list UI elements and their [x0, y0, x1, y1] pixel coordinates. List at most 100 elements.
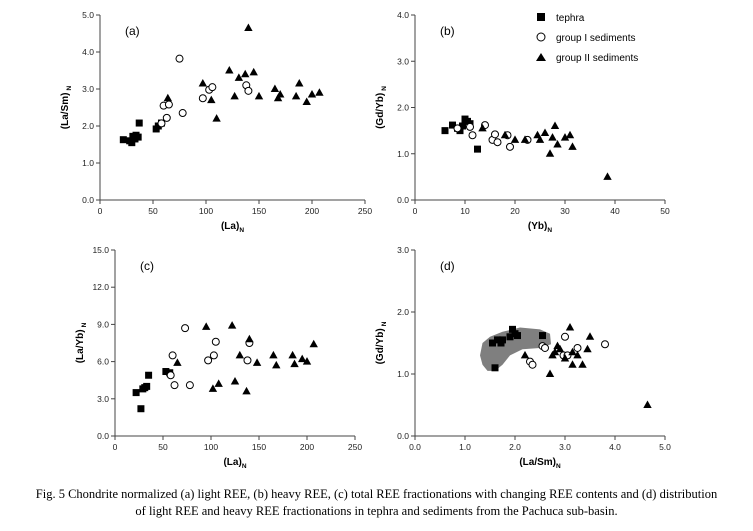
x-tick-label: 100	[204, 442, 218, 452]
group1-point	[185, 381, 194, 390]
figure-caption: Fig. 5 Chondrite normalized (a) light RE…	[0, 486, 753, 520]
y-axis-label: (La/Yb)N	[75, 322, 88, 363]
panel-label: (a)	[125, 24, 140, 38]
y-tick-label: 9.0	[97, 319, 109, 329]
group2-point	[249, 67, 258, 76]
y-tick-label: 2.0	[397, 307, 409, 317]
group1-point	[561, 332, 569, 341]
group1-point	[170, 381, 179, 390]
y-tick-label: 0.0	[82, 195, 94, 205]
group2-point	[302, 357, 312, 365]
group1-point	[506, 142, 514, 151]
group2-point	[553, 140, 562, 148]
tephra-point	[491, 364, 499, 372]
x-tick-label: 3.0	[559, 442, 571, 452]
group1-point	[244, 86, 253, 95]
x-tick-label: 20	[510, 206, 520, 216]
x-axis-label: (La)N	[221, 221, 244, 234]
group1-point	[208, 83, 217, 92]
y-tick-label: 1.0	[82, 158, 94, 168]
group1-point	[573, 343, 582, 352]
group1-point	[162, 113, 171, 122]
x-tick-label: 150	[252, 206, 266, 216]
group1-point	[178, 109, 187, 118]
group1-point	[491, 130, 499, 139]
x-tick-label: 200	[305, 206, 319, 216]
y-tick-label: 4.0	[82, 47, 94, 57]
x-tick-label: 50	[660, 206, 670, 216]
tephra-point	[134, 133, 142, 141]
group2-point	[568, 347, 577, 356]
y-tick-label: 2.0	[82, 121, 94, 131]
group2-point	[573, 350, 582, 359]
x-tick-label: 5.0	[659, 442, 671, 452]
group2-point	[578, 360, 587, 368]
group2-point	[540, 128, 550, 136]
y-tick-label: 3.0	[97, 394, 109, 404]
panel-a: 0 50 100 150 200 250 0.0 1.0 2.0 3.0 4.0 5.0 (a) (La)…	[60, 10, 372, 234]
legend-tephra-label: tephra	[556, 13, 585, 24]
group2-point	[545, 149, 555, 157]
group2-point	[520, 135, 530, 143]
group2-point	[291, 91, 301, 100]
tephra-point	[506, 333, 514, 341]
tephra-point	[119, 136, 127, 144]
group2-point	[307, 90, 317, 98]
tephra-point	[459, 122, 466, 130]
group2-point	[252, 358, 262, 366]
group2-point	[235, 350, 244, 359]
x-tick-label: 0	[113, 442, 118, 452]
tephra-point	[145, 371, 153, 379]
group2-point	[225, 66, 234, 74]
tephra-point	[128, 139, 136, 147]
tephra-point	[449, 121, 456, 129]
tephra-point	[499, 336, 506, 344]
x-axis-label: (La)N	[223, 457, 246, 470]
group2-point	[276, 90, 285, 98]
group2-point	[208, 384, 218, 392]
panel-c: 0 50 100 150 200 250 0.0 3.0 6.0 9.0 12.0 15.0 (c) (L…	[75, 245, 362, 470]
group2-point	[545, 369, 555, 377]
x-tick-label: 10	[460, 206, 470, 216]
caption-line-1: Fig. 5 Chondrite normalized (a) light RE…	[35, 487, 718, 501]
group1-point	[211, 337, 220, 346]
x-tick-label: 0	[413, 206, 418, 216]
group2-point	[207, 95, 216, 104]
group2-point	[254, 91, 264, 100]
group1-point	[209, 351, 218, 360]
y-tick-label: 1.0	[397, 149, 409, 159]
group2-point	[550, 121, 560, 129]
y-tick-label: 2.0	[397, 103, 409, 113]
group2-point	[198, 78, 208, 87]
group2-point	[560, 354, 570, 362]
group2-point	[603, 172, 612, 180]
y-tick-label: 6.0	[97, 357, 109, 367]
legend-tephra-marker	[537, 13, 545, 21]
y-tick-label: 0.0	[397, 195, 409, 205]
tephra-point	[137, 405, 145, 413]
group2-point	[510, 135, 520, 143]
group2-point	[173, 358, 182, 366]
x-tick-label: 30	[560, 206, 570, 216]
tephra-point	[489, 339, 496, 347]
panel-label: (b)	[440, 24, 455, 38]
group2-point	[568, 142, 577, 150]
legend-group2-label: group II sediments	[556, 53, 638, 64]
x-tick-label: 0.0	[409, 442, 421, 452]
x-tick-label: 200	[300, 442, 314, 452]
group2-point	[290, 359, 299, 368]
group2-point	[555, 344, 565, 353]
tephra-point	[132, 389, 140, 397]
group2-point	[214, 379, 223, 387]
tephra-point	[514, 332, 521, 340]
caption-line-2: of light REE and heavy REE fractionation…	[135, 504, 618, 518]
legend-group2-marker	[536, 53, 546, 61]
group2-point	[230, 376, 240, 385]
group1-point	[468, 131, 477, 140]
group2-point	[585, 332, 595, 340]
y-tick-label: 3.0	[397, 56, 409, 66]
group2-point	[288, 350, 297, 359]
group2-point	[535, 135, 545, 143]
y-tick-label: 0.0	[97, 431, 109, 441]
y-tick-label: 0.0	[397, 431, 409, 441]
